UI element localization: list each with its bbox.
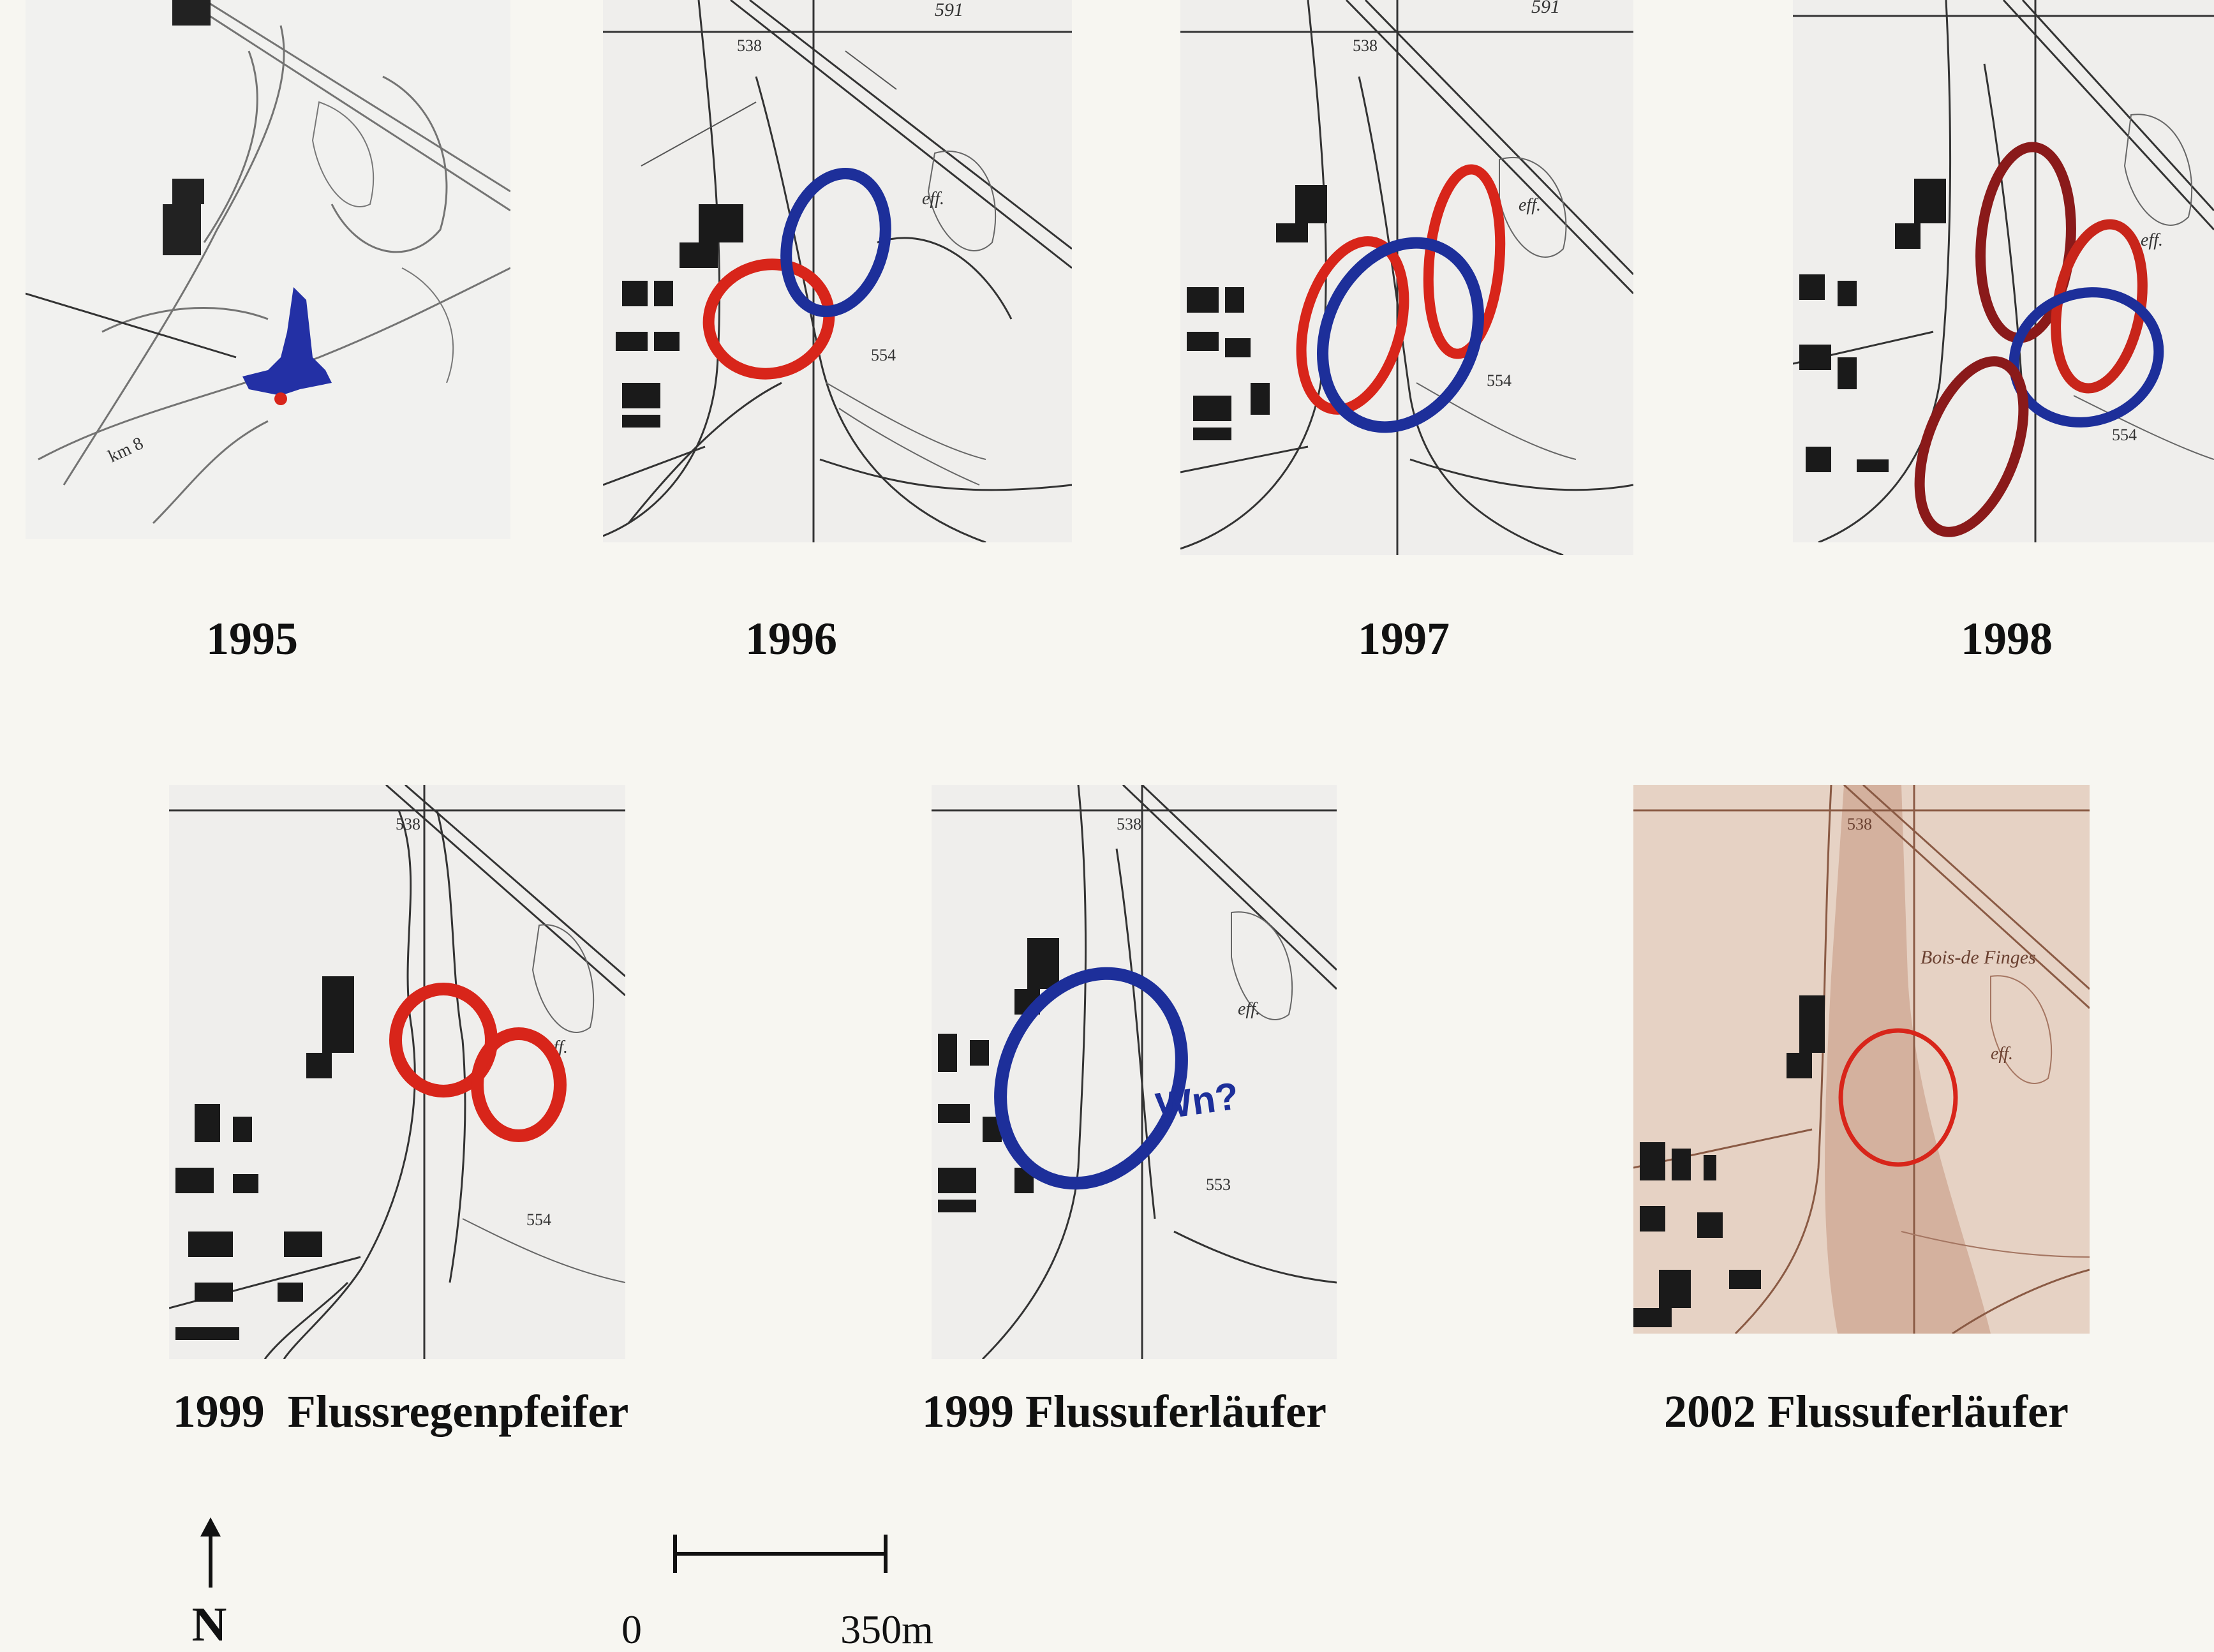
map-panel-1996: 538 591 eff. 554 (603, 0, 1072, 542)
caption-1995: 1995 (206, 613, 298, 664)
scale-bar (667, 1531, 890, 1576)
map-label-1999a-538: 538 (396, 815, 420, 833)
territory-red-1997-a (1296, 236, 1409, 415)
map-panel-2002-flussuferlaeufer: 538 Bois-de Finges eff. (1633, 785, 2090, 1334)
map-label-1998-eff: eff. (2141, 230, 2163, 250)
territory-red-1997-b (1423, 164, 1506, 359)
map-label-2002-eff: eff. (1991, 1044, 2013, 1064)
north-label: N (191, 1598, 227, 1651)
scale-start-label: 0 (621, 1607, 642, 1652)
map-panel-1999-flussuferlaeufer: 538 eff. 553 Wn? (932, 785, 1337, 1359)
map-label-1996-554: 554 (871, 346, 896, 364)
map-label-1999a-554: 554 (526, 1210, 551, 1229)
territory-red-1999a-b (471, 1027, 567, 1142)
north-arrow (191, 1517, 230, 1594)
map-label-1997-538: 538 (1353, 36, 1378, 55)
caption-1996: 1996 (745, 613, 837, 664)
caption-1998: 1998 (1961, 613, 2053, 664)
territory-red-1996 (702, 258, 835, 380)
caption-1999-flussregenpfeifer: 1999 Flussregenpfeifer (172, 1386, 629, 1437)
map-label-1999b-538: 538 (1117, 815, 1141, 833)
map-1995: km 8 (26, 0, 510, 539)
territory-blue-1997 (1317, 237, 1484, 433)
map-panel-1995: km 8 (26, 0, 510, 539)
map-label-2002-538: 538 (1847, 815, 1872, 833)
territory-blue-1999b (994, 967, 1188, 1190)
map-label-1998-554: 554 (2112, 426, 2137, 444)
map-panel-1998: eff. 554 (1793, 0, 2214, 542)
map-label-1997-554: 554 (1487, 371, 1512, 390)
map-label-1999b-eff: eff. (1238, 999, 1260, 1019)
map-label-1996-538: 538 (737, 36, 762, 55)
map-label-1996-eff: eff. (922, 189, 944, 209)
territory-dark-red-1998-c (1914, 356, 2029, 537)
map-1996: 538 591 eff. 554 (603, 0, 1072, 542)
map-label-1997-591: 591 (1531, 0, 1560, 17)
map-panel-1999-flussregenpfeifer: 538 eff. 554 (169, 785, 625, 1359)
map-1999-flussregenpfeifer: 538 eff. 554 (169, 785, 625, 1359)
map-1997: 591 538 eff. 554 (1180, 0, 1633, 555)
map-label-2002-bois-de-finges: Bois-de Finges (1921, 947, 2036, 968)
map-2002-flussuferlaeufer: 538 Bois-de Finges eff. (1633, 785, 2090, 1334)
arrow-up-icon (200, 1517, 221, 1588)
map-panel-1997: 591 538 eff. 554 (1180, 0, 1633, 555)
scale-end-label: 350m (840, 1607, 933, 1652)
caption-1997: 1997 (1358, 613, 1450, 664)
map-1998: eff. 554 (1793, 0, 2214, 542)
map-label-1999b-553: 553 (1206, 1175, 1231, 1194)
map-1999-flussuferlaeufer: 538 eff. 553 Wn? (932, 785, 1337, 1359)
map-label-1997-eff: eff. (1519, 195, 1541, 215)
territory-red-2002 (1838, 1028, 1958, 1167)
caption-1999-flussuferlaeufer: 1999 Flussuferläufer (922, 1386, 1326, 1437)
map-label-1996-591: 591 (935, 0, 963, 20)
territory-blue-1996 (780, 167, 891, 318)
caption-2002-flussuferlaeufer: 2002 Flussuferläufer (1664, 1386, 2069, 1437)
scale-bar-graphic (673, 1535, 888, 1573)
